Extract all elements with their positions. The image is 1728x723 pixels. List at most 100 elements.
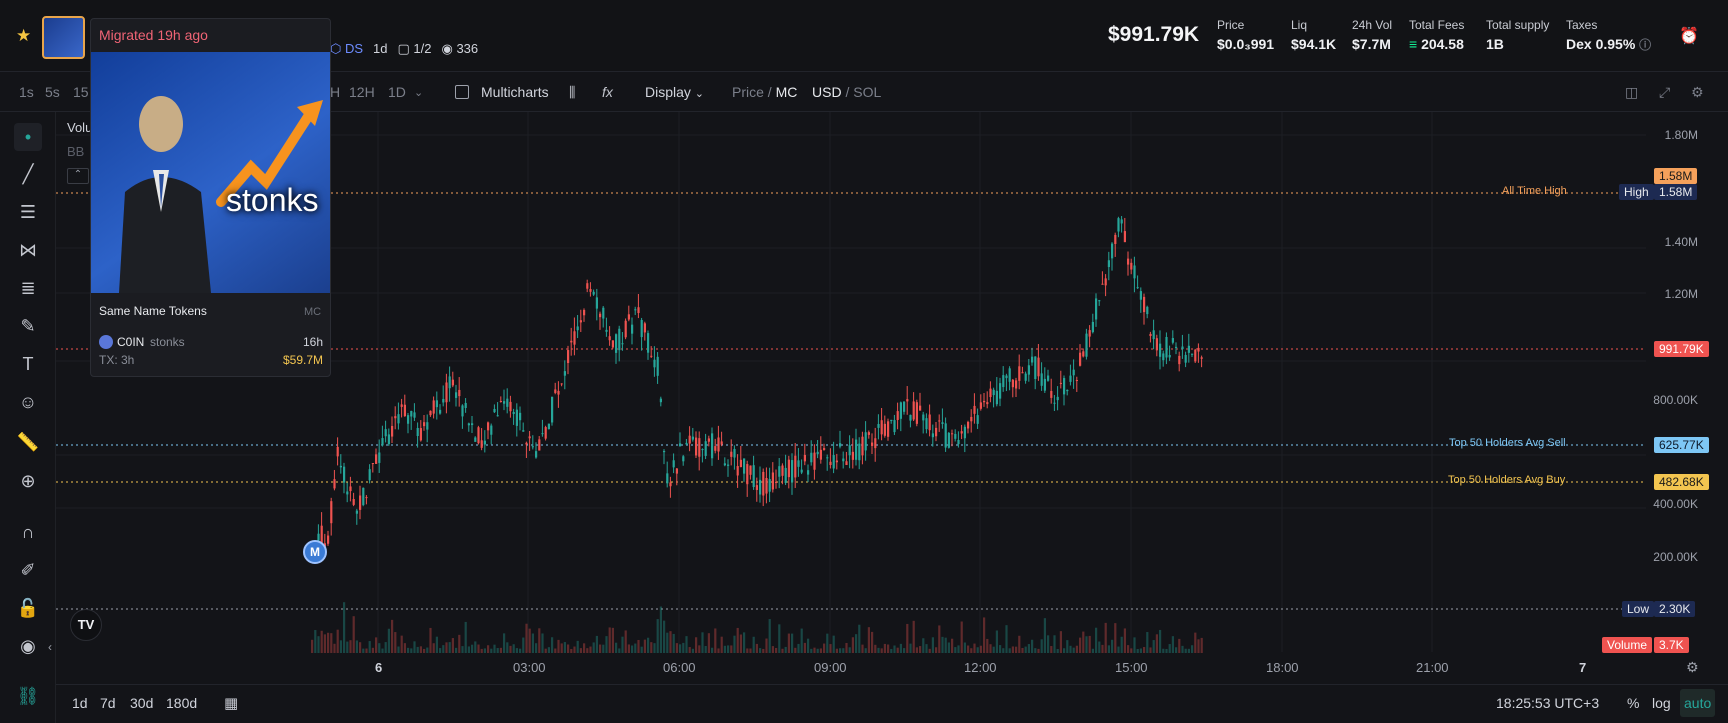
candle-body bbox=[1191, 353, 1194, 355]
candle-body bbox=[695, 437, 698, 456]
help-icon[interactable]: ⓘ bbox=[1639, 38, 1652, 52]
alarm-icon[interactable]: ⏰ bbox=[1679, 28, 1699, 45]
date-range-icon[interactable]: ▦ bbox=[224, 695, 239, 712]
volume-bar bbox=[1149, 647, 1152, 653]
collapse-arrow-icon[interactable]: ‹ bbox=[48, 640, 52, 654]
percent-toggle[interactable]: % bbox=[1627, 695, 1640, 711]
candle-body bbox=[647, 333, 650, 353]
drawing-toolbar: • ╱ ☰ ⋈ ≣ ✎ T ☺ 📏 ⊕ ∩ ✐ 🔓 ◉ ⛓ ‹ bbox=[0, 112, 56, 723]
candle-body bbox=[967, 421, 970, 429]
volume-bar bbox=[922, 638, 925, 653]
candle-body bbox=[1008, 368, 1011, 382]
ds-badge[interactable]: ⬡ DS bbox=[330, 41, 364, 56]
volume-bar bbox=[659, 606, 662, 653]
volume-bar bbox=[547, 647, 550, 653]
range-7d[interactable]: 7d bbox=[100, 695, 116, 711]
candle-body bbox=[1181, 346, 1184, 350]
eye-icon[interactable]: ◉ bbox=[20, 635, 36, 656]
interval-15[interactable]: 15 bbox=[73, 84, 89, 100]
candle-body bbox=[759, 479, 762, 495]
fullscreen-icon[interactable]: ⤢ bbox=[1659, 84, 1671, 100]
volume-bar bbox=[819, 648, 822, 653]
multicharts-label[interactable]: Multicharts bbox=[481, 84, 549, 100]
volume-bar bbox=[346, 641, 349, 653]
display-menu[interactable]: Display ⌄ bbox=[645, 84, 704, 100]
candle-body bbox=[979, 402, 982, 409]
range-180d[interactable]: 180d bbox=[166, 695, 198, 711]
candle-body bbox=[359, 495, 362, 510]
axis-settings-icon[interactable]: ⚙ bbox=[1686, 659, 1699, 675]
horizontal-lines-icon[interactable]: ☰ bbox=[19, 201, 37, 222]
zoom-icon[interactable]: ⊕ bbox=[20, 470, 36, 491]
interval-5s[interactable]: 5s bbox=[45, 84, 60, 100]
interval-h[interactable]: H bbox=[330, 84, 341, 100]
migration-marker[interactable]: M bbox=[303, 540, 327, 564]
settings-icon[interactable]: ⚙ bbox=[1691, 84, 1704, 100]
candle-body bbox=[624, 320, 627, 338]
interval-1d[interactable]: 1D bbox=[388, 84, 406, 100]
ruler-icon[interactable]: 📏 bbox=[16, 431, 40, 452]
camera-icon[interactable]: ◫ bbox=[1625, 84, 1639, 100]
volume-bar bbox=[1011, 646, 1014, 653]
volume-bar bbox=[1079, 637, 1082, 653]
legend-collapse-button[interactable]: ⌃ bbox=[67, 168, 89, 184]
candle-body bbox=[1114, 234, 1117, 244]
fib-icon[interactable]: ≣ bbox=[20, 277, 36, 298]
meme-caption: stonks bbox=[226, 182, 319, 218]
text-icon[interactable]: T bbox=[22, 353, 34, 374]
volume-bar bbox=[947, 642, 950, 653]
star-icon[interactable]: ★ bbox=[16, 26, 32, 45]
volume-bar bbox=[419, 646, 422, 653]
candle-body bbox=[714, 446, 717, 451]
token-hover-card[interactable]: Migrated 19h ago stonks Same Name Tokens… bbox=[90, 18, 331, 377]
cursor-dot-icon[interactable]: • bbox=[14, 123, 42, 151]
usd-sol-toggle[interactable]: USD / SOL bbox=[812, 84, 882, 100]
volume-bar bbox=[775, 647, 778, 653]
token-avatar[interactable] bbox=[42, 16, 85, 59]
candle-body bbox=[925, 418, 928, 430]
range-30d[interactable]: 30d bbox=[130, 695, 154, 711]
candle-body bbox=[803, 454, 806, 462]
range-1d[interactable]: 1d bbox=[72, 695, 88, 711]
candle-body bbox=[730, 451, 733, 457]
chevron-down-icon[interactable]: ⌄ bbox=[414, 87, 424, 99]
candle-body bbox=[906, 399, 909, 402]
interval-1s[interactable]: 1s bbox=[19, 84, 34, 100]
multicharts-checkbox[interactable] bbox=[455, 85, 469, 99]
candle-body bbox=[691, 436, 694, 440]
clock[interactable]: 18:25:53 UTC+3 bbox=[1496, 695, 1600, 711]
pencil-lock-icon[interactable]: ✐ bbox=[20, 559, 36, 580]
volume-bar bbox=[803, 642, 806, 653]
token-row-mc: $59.7M bbox=[282, 353, 323, 367]
same-name-token-row[interactable]: C0IN stonks 16h TX: 3h $59.7M bbox=[99, 333, 323, 369]
brush-icon[interactable]: ✎ bbox=[20, 315, 36, 336]
tradingview-logo[interactable]: TV bbox=[70, 609, 102, 641]
legend-volume[interactable]: Volu bbox=[67, 120, 93, 135]
interval-12h[interactable]: 12H bbox=[349, 84, 375, 100]
price-mc-toggle[interactable]: Price / MC bbox=[732, 84, 798, 100]
stat-taxes-label: Taxes bbox=[1566, 18, 1598, 32]
stat-vol-label: 24h Vol bbox=[1352, 18, 1393, 32]
volume-bar bbox=[317, 636, 320, 653]
volume-bar bbox=[589, 646, 592, 653]
candle-body bbox=[586, 283, 589, 289]
pattern-icon[interactable]: ⋈ bbox=[19, 239, 37, 260]
magnet-icon[interactable]: ∩ bbox=[21, 521, 35, 542]
lock-icon[interactable]: 🔓 bbox=[16, 597, 40, 618]
volume-bar bbox=[733, 635, 736, 653]
candle-style-icon[interactable]: ⫼ bbox=[569, 84, 576, 100]
volume-bar bbox=[928, 648, 931, 653]
link-icon[interactable]: ⛓ bbox=[16, 685, 40, 706]
candle-body bbox=[707, 438, 710, 442]
indicators-icon[interactable]: fx bbox=[602, 84, 613, 100]
volume-bar bbox=[362, 648, 365, 653]
candle-body bbox=[1136, 287, 1139, 289]
trend-line-icon[interactable]: ╱ bbox=[22, 163, 34, 184]
volume-bar bbox=[919, 646, 922, 653]
volume-bar bbox=[925, 644, 928, 653]
auto-toggle[interactable]: auto bbox=[1680, 689, 1716, 717]
chart-area[interactable]: Volu BB ⌃ 1.80M 1.40M 1.20M 800.00K 400.… bbox=[56, 112, 1728, 678]
legend-bb[interactable]: BB bbox=[67, 144, 85, 159]
emoji-icon[interactable]: ☺ bbox=[18, 391, 38, 412]
log-toggle[interactable]: log bbox=[1652, 695, 1671, 711]
